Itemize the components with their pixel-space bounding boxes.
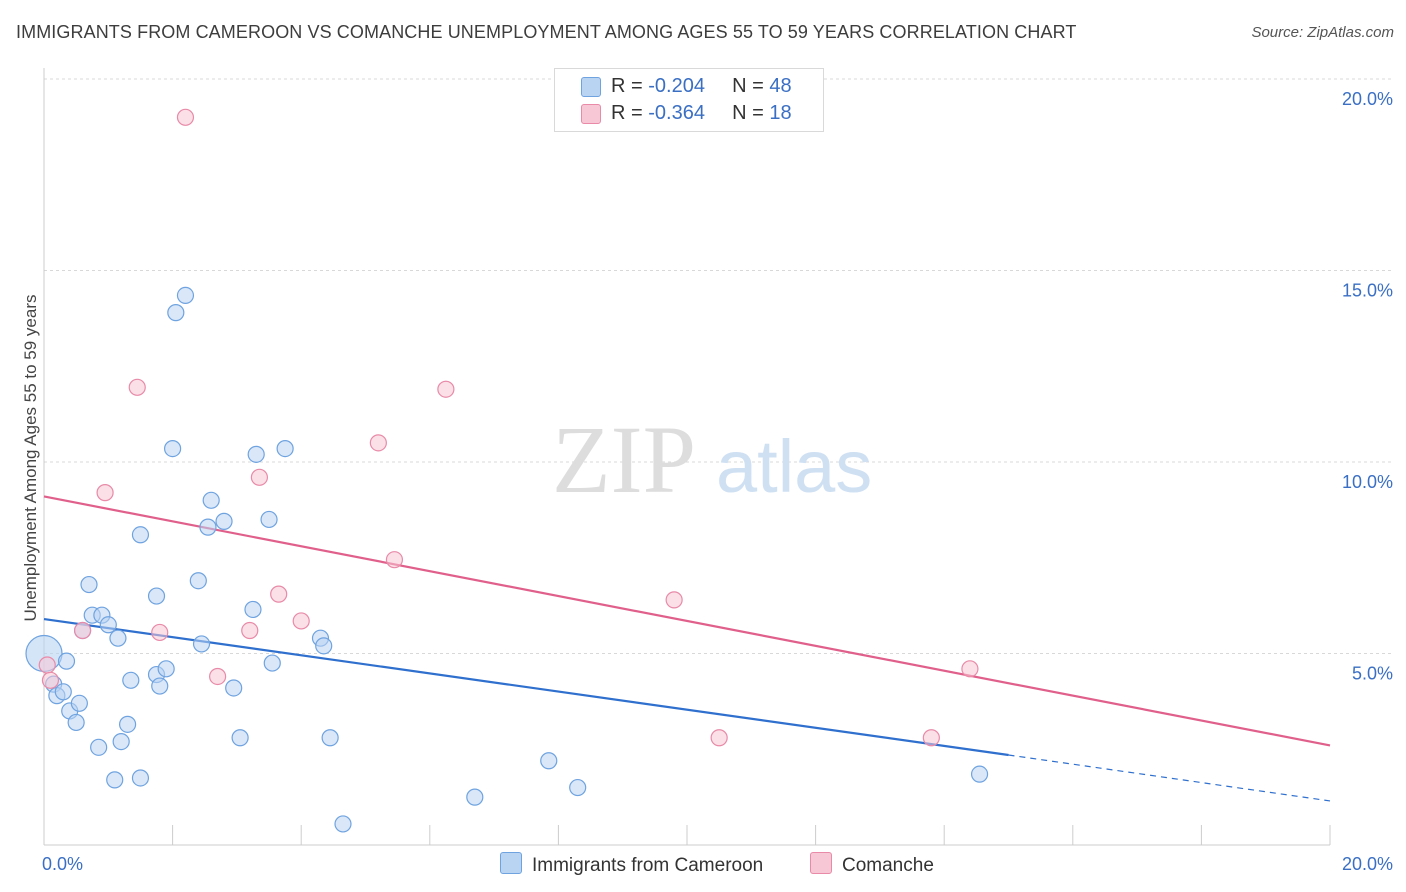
legend-r-label: R = [611, 75, 649, 97]
source-label: Source: ZipAtlas.com [1251, 24, 1394, 41]
data-point-cameroon [192, 635, 211, 653]
chart-title: IMMIGRANTS FROM CAMEROON VS COMANCHE UNE… [16, 22, 1077, 42]
series-legend-cameroon: Immigrants from Cameroon [500, 852, 763, 877]
trend-line-1 [43, 495, 1331, 747]
legend-r-label: R = [611, 102, 649, 124]
data-point-comanche [73, 621, 92, 640]
data-point-cameroon [112, 732, 130, 751]
stats-legend: R = -0.204 N = 48 R = -0.364 N = 18 [554, 68, 824, 132]
data-point-cameroon [99, 616, 117, 634]
trend-lines [43, 495, 1331, 802]
legend-r-value: -0.364 [648, 102, 705, 124]
x-tick-label: 0.0% [42, 854, 83, 874]
data-point-comanche [437, 380, 455, 398]
legend-n-label: N = [732, 75, 770, 97]
data-point-cameroon [263, 654, 281, 672]
series-swatch-comanche [810, 852, 832, 874]
y-tick-label: 20.0% [1342, 89, 1393, 109]
watermark-zip: ZIP [552, 406, 696, 513]
watermark-atlas: atlas [716, 425, 872, 508]
data-point-cameroon [315, 637, 333, 655]
data-point-comanche [369, 434, 387, 452]
trend-line-0 [43, 617, 1009, 757]
data-point-cameroon [540, 752, 558, 770]
data-point-comanche [41, 671, 60, 689]
trend-line-extension-0 [1008, 754, 1331, 802]
data-point-cameroon [70, 694, 88, 712]
data-point-comanche [250, 468, 269, 486]
data-point-cameroon [109, 629, 127, 647]
legend-n-label: N = [732, 102, 770, 124]
y-axis-label: Unemployment Among Ages 55 to 59 years [21, 295, 40, 622]
y-tick-label: 15.0% [1342, 281, 1393, 301]
legend-n-value: 18 [769, 102, 792, 124]
data-point-cameroon [321, 729, 339, 747]
data-point-cameroon [131, 769, 150, 787]
data-point-cameroon [151, 677, 169, 695]
x-tick-label: 20.0% [1342, 854, 1393, 874]
data-point-cameroon [131, 526, 150, 544]
legend-swatch-cameroon [581, 77, 601, 97]
data-point-cameroon [122, 671, 140, 689]
data-point-cameroon [244, 600, 262, 619]
data-point-cameroon [215, 512, 233, 530]
tick-labels: 5.0% 10.0% 15.0% 20.0% 0.0% 20.0% [42, 89, 1393, 874]
data-point-cameroon [260, 510, 278, 529]
data-point-cameroon [247, 445, 265, 463]
series-legend-comanche: Comanche [810, 852, 934, 877]
data-point-cameroon [202, 491, 220, 509]
data-point-cameroon [276, 439, 294, 458]
data-point-cameroon [157, 660, 175, 678]
data-point-cameroon [199, 518, 217, 536]
data-points [25, 108, 989, 833]
grid-lines [44, 78, 1392, 654]
data-point-comanche [710, 729, 728, 747]
data-point-comanche [961, 660, 979, 678]
data-point-comanche [270, 585, 288, 603]
series-label-cameroon: Immigrants from Cameroon [532, 855, 764, 876]
data-point-comanche [128, 378, 146, 396]
data-point-comanche [665, 591, 683, 609]
series-label-comanche: Comanche [842, 855, 934, 876]
y-tick-label: 5.0% [1352, 664, 1393, 684]
data-point-comanche [96, 484, 114, 502]
data-point-cameroon [167, 304, 185, 322]
data-point-cameroon [118, 715, 137, 733]
data-point-cameroon [970, 765, 989, 783]
data-point-cameroon [147, 587, 166, 605]
data-point-cameroon [225, 679, 243, 697]
data-point-cameroon [334, 815, 352, 833]
data-point-cameroon [189, 572, 207, 590]
data-point-cameroon [67, 713, 85, 732]
y-tick-label: 10.0% [1342, 472, 1393, 492]
data-point-comanche [151, 623, 169, 642]
data-point-cameroon [90, 738, 108, 756]
data-point-cameroon [164, 439, 182, 458]
data-point-comanche [922, 729, 940, 747]
data-point-comanche [176, 108, 195, 126]
data-point-comanche [38, 656, 56, 674]
data-point-comanche [241, 621, 259, 640]
data-point-comanche [292, 612, 310, 630]
data-point-cameroon [80, 575, 98, 594]
data-point-comanche [385, 551, 404, 569]
data-point-cameroon [176, 286, 195, 304]
data-point-cameroon [106, 771, 124, 789]
data-point-cameroon [466, 788, 484, 806]
legend-r-value: -0.204 [648, 75, 705, 97]
watermark: ZIP atlas [552, 406, 872, 513]
legend-swatch-comanche [581, 104, 601, 124]
series-swatch-cameroon [500, 852, 522, 874]
data-point-cameroon [569, 778, 587, 797]
data-point-comanche [209, 667, 227, 686]
data-point-cameroon [57, 652, 76, 670]
legend-n-value: 48 [769, 75, 792, 97]
data-point-cameroon [54, 683, 72, 701]
data-point-cameroon [231, 729, 249, 747]
axes [43, 68, 1331, 846]
